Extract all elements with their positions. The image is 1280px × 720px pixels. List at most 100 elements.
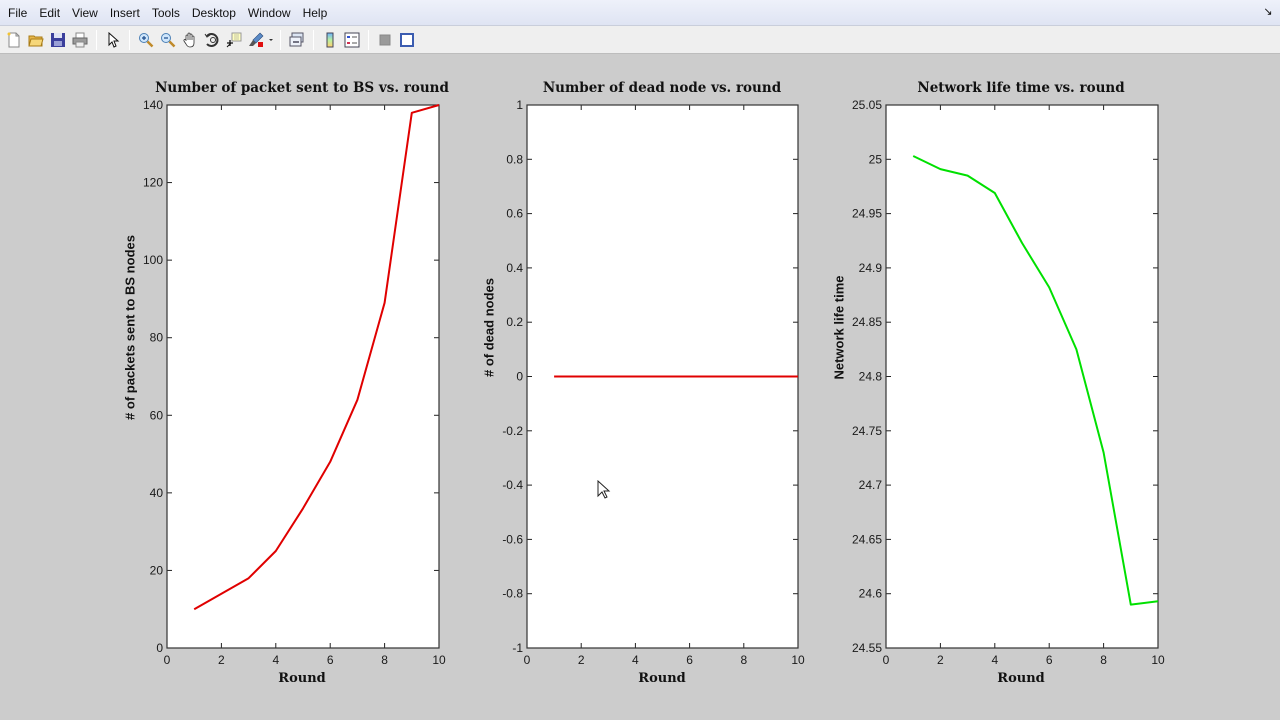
menu-help[interactable]: Help xyxy=(302,5,328,20)
figure-toolbar xyxy=(0,26,1280,54)
y-tick-label: 0 xyxy=(516,370,523,384)
pan-button[interactable] xyxy=(179,29,201,51)
plot1-xlabel: Round xyxy=(278,671,326,686)
plot3-ylabel: Network life time xyxy=(831,275,847,380)
data-cursor-button[interactable] xyxy=(223,29,245,51)
y-tick-label: 24.75 xyxy=(852,424,882,438)
axes-3[interactable]: 0 2 4 6 8 10 24.55 24.6 24.65 24.7 24.75 24.8 24.85 2… xyxy=(852,98,1165,667)
x-tick-label: 10 xyxy=(791,653,805,667)
y-tick-label: 24.55 xyxy=(852,641,882,655)
x-tick-label: 2 xyxy=(578,653,585,667)
printer-icon xyxy=(72,32,88,47)
hand-pan-icon xyxy=(183,32,195,47)
x-tick-label: 10 xyxy=(432,653,446,667)
chevron-down-icon xyxy=(269,38,273,41)
x-tick-label: 0 xyxy=(524,653,531,667)
y-tick-label: 1 xyxy=(516,98,523,112)
figure-canvas: 0 2 4 6 8 10 0 20 40 60 80 100 120 140 0 2 4 6 8 10 -1 -0.8 -0… xyxy=(0,55,1280,720)
edit-plot-button[interactable] xyxy=(102,29,124,51)
link-plot-button[interactable] xyxy=(286,29,308,51)
x-tick-label: 0 xyxy=(883,653,890,667)
link-plot-icon xyxy=(289,32,304,46)
x-tick-label: 2 xyxy=(218,653,225,667)
new-document-icon xyxy=(7,32,20,47)
plot2-title: Number of dead node vs. round xyxy=(542,80,782,96)
floppy-save-icon xyxy=(51,32,65,47)
y-tick-label: 0.8 xyxy=(506,152,523,166)
x-tick-label: 0 xyxy=(164,653,171,667)
y-tick-label: 0 xyxy=(156,641,163,655)
zoom-out-button[interactable] xyxy=(157,29,179,51)
show-tools-icon xyxy=(400,32,414,47)
y-tick-label: 120 xyxy=(143,176,163,190)
y-tick-label: 60 xyxy=(150,408,164,422)
toolbar-separator xyxy=(96,29,97,50)
legend-icon xyxy=(344,32,360,47)
y-tick-label: 0.6 xyxy=(506,207,523,221)
menu-window[interactable]: Window xyxy=(247,5,291,20)
x-tick-label: 10 xyxy=(1151,653,1165,667)
brush-icon xyxy=(249,32,264,47)
plot-area xyxy=(886,105,1158,648)
y-tick-label: -0.6 xyxy=(502,532,523,546)
menu-view[interactable]: View xyxy=(72,5,98,20)
y-tick-label: 24.85 xyxy=(852,315,882,329)
y-tick-label: -1 xyxy=(512,641,523,655)
insert-colorbar-button[interactable] xyxy=(319,29,341,51)
axes-2[interactable]: 0 2 4 6 8 10 -1 -0.8 -0.6 -0.4 -0.2 0 0.2 0.4 0.6 0.8 1 xyxy=(502,98,805,667)
zoom-in-icon xyxy=(139,32,154,47)
toolbar-separator xyxy=(368,29,369,50)
plot3-title: Network life time vs. round xyxy=(917,80,1125,96)
mouse-cursor-icon xyxy=(597,480,611,499)
x-tick-label: 8 xyxy=(381,653,388,667)
arrow-pointer-icon xyxy=(108,31,120,48)
x-tick-label: 8 xyxy=(1100,653,1107,667)
x-tick-label: 2 xyxy=(937,653,944,667)
brush-dropdown-button[interactable] xyxy=(267,29,275,51)
toolbar-separator xyxy=(280,29,281,50)
plot-area xyxy=(167,105,439,648)
rotate-3d-icon xyxy=(204,32,219,47)
rotate-3d-button[interactable] xyxy=(201,29,223,51)
x-tick-label: 8 xyxy=(740,653,747,667)
brush-button[interactable] xyxy=(245,29,267,51)
y-tick-label: 24.65 xyxy=(852,532,882,546)
menu-insert[interactable]: Insert xyxy=(109,5,140,20)
y-tick-label: 24.7 xyxy=(859,478,883,492)
menu-file[interactable]: File xyxy=(8,5,28,20)
y-tick-label: 24.9 xyxy=(859,261,883,275)
menu-tools[interactable]: Tools xyxy=(151,5,180,20)
show-plot-tools-button[interactable] xyxy=(396,29,418,51)
y-tick-label: 25.05 xyxy=(852,98,882,112)
data-cursor-icon xyxy=(226,32,242,47)
save-figure-button[interactable] xyxy=(47,29,69,51)
data-line[interactable] xyxy=(912,155,1159,606)
x-tick-label: 6 xyxy=(327,653,334,667)
hide-tools-icon xyxy=(379,34,391,45)
data-line[interactable] xyxy=(193,104,440,611)
toolbar-separator xyxy=(129,29,130,50)
y-tick-label: -0.4 xyxy=(502,478,523,492)
menu-desktop[interactable]: Desktop xyxy=(191,5,236,20)
insert-legend-button[interactable] xyxy=(341,29,363,51)
zoom-in-button[interactable] xyxy=(135,29,157,51)
y-tick-label: 24.6 xyxy=(859,587,883,601)
new-figure-button[interactable] xyxy=(3,29,25,51)
menu-edit[interactable]: Edit xyxy=(39,5,61,20)
plot2-ylabel: # of dead nodes xyxy=(481,278,497,377)
x-tick-label: 4 xyxy=(272,653,279,667)
print-figure-button[interactable] xyxy=(69,29,91,51)
plot2-xlabel: Round xyxy=(638,671,686,686)
colorbar-icon xyxy=(326,32,334,47)
axes-frame xyxy=(166,104,440,649)
x-tick-label: 6 xyxy=(686,653,693,667)
dock-figure-icon[interactable]: ↘ xyxy=(1263,6,1273,18)
plot1-title: Number of packet sent to BS vs. round xyxy=(155,80,449,96)
menu-bar: File Edit View Insert Tools Desktop Wind… xyxy=(0,0,1280,26)
plot3-xlabel: Round xyxy=(997,671,1045,686)
hide-plot-tools-button[interactable] xyxy=(374,29,396,51)
y-tick-label: 0.4 xyxy=(506,261,523,275)
open-file-button[interactable] xyxy=(25,29,47,51)
